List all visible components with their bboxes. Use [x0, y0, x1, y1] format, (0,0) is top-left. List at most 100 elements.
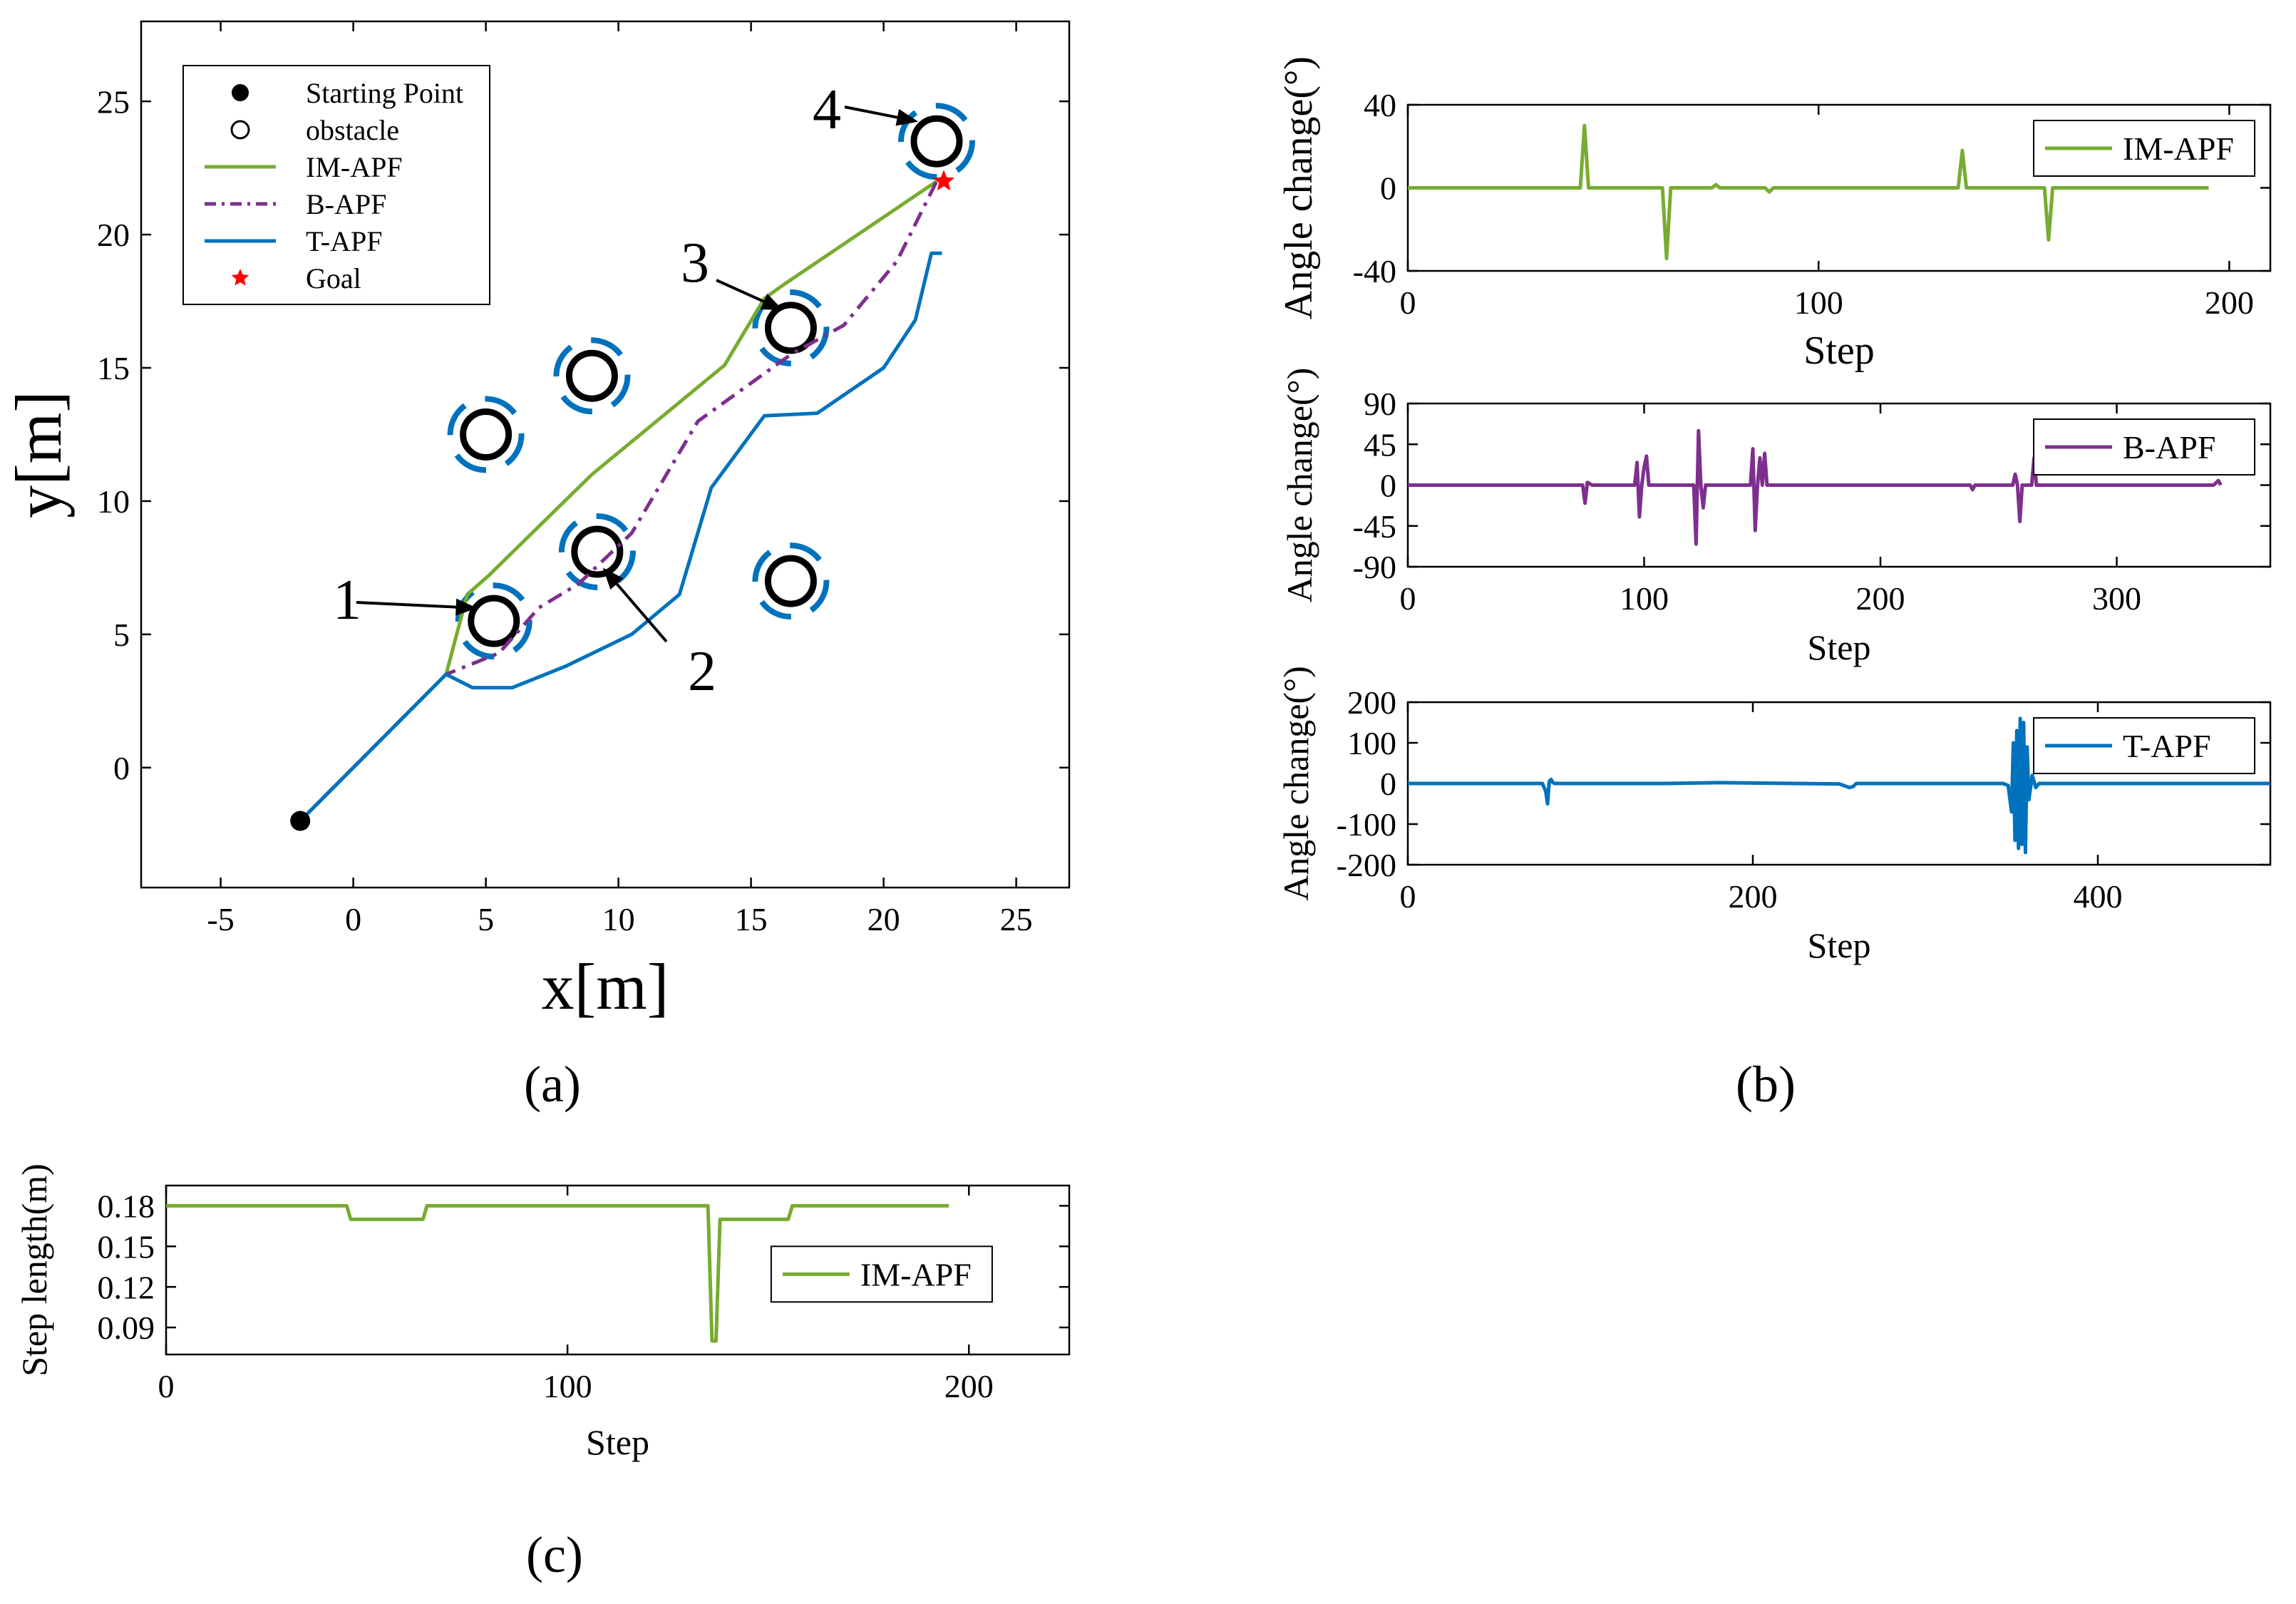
obstacle-marker: [571, 525, 624, 578]
x-tick-label: 0: [158, 1368, 175, 1404]
legend-label: IM-APF: [860, 1256, 972, 1292]
legend-label: Goal: [306, 262, 361, 294]
series-line-b: [1408, 428, 2223, 546]
legend-swatch-goal: [231, 269, 249, 286]
annotation-label: 4: [813, 78, 841, 141]
y-tick-label: 0: [1380, 170, 1396, 207]
panel-label-c: (c): [526, 1526, 583, 1583]
obstacle-marker: [565, 349, 618, 402]
y-tick-label: 5: [113, 617, 130, 653]
x-tick-label: 200: [2205, 284, 2254, 321]
legend-label: IM-APF: [306, 151, 403, 183]
annotation-arrowhead: [602, 567, 624, 590]
x-tick-label: -5: [207, 901, 234, 937]
y-tick-label: 90: [1364, 386, 1396, 422]
x-tick-label: 5: [478, 901, 494, 937]
obstacle-safety-ring: [752, 543, 830, 620]
x-tick-label: 10: [602, 901, 635, 937]
x-tick-label: 0: [345, 901, 361, 937]
y-axis-label: Angle change(°): [1277, 56, 1321, 319]
y-tick-label: 0: [1380, 766, 1396, 802]
x-tick-label: 100: [1794, 284, 1843, 321]
obstacle-marker: [764, 302, 817, 354]
plot-frame: [165, 1184, 1071, 1356]
series-line-b: [299, 180, 939, 823]
y-tick-label: -90: [1353, 549, 1396, 585]
annotation-arrowhead: [455, 598, 478, 616]
legend-swatch-obstacle: [230, 120, 250, 140]
y-tick-label: 10: [97, 483, 130, 520]
x-tick-label: 200: [1856, 580, 1905, 617]
y-tick-label: 0: [1380, 468, 1396, 504]
obstacle-safety-ring: [558, 513, 636, 590]
y-tick-label: 15: [97, 350, 130, 386]
x-tick-label: 400: [2074, 878, 2123, 915]
annotation-label: 1: [333, 569, 361, 632]
obstacle-safety-ring: [447, 396, 525, 473]
x-axis-label: x[m]: [542, 950, 669, 1023]
y-tick-label: -45: [1353, 508, 1396, 545]
obstacle-safety-ring: [553, 337, 631, 415]
y-tick-label: 45: [1364, 426, 1396, 463]
obstacle-marker: [460, 408, 513, 461]
x-tick-label: 0: [1400, 878, 1416, 915]
annotation-arrow-shaft: [844, 106, 898, 119]
y-tick-label: 0.09: [98, 1310, 155, 1346]
x-tick-label: 0: [1400, 580, 1416, 617]
y-axis-label: y[m]: [2, 391, 75, 518]
x-axis-label: Step: [1808, 627, 1871, 667]
annotation-arrow-shaft: [615, 582, 668, 643]
x-tick-label: 25: [1000, 901, 1033, 937]
y-tick-label: -200: [1337, 847, 1396, 883]
y-tick-label: 200: [1347, 684, 1396, 721]
y-tick-label: -100: [1337, 806, 1396, 843]
x-tick-label: 15: [735, 901, 768, 937]
x-tick-label: 200: [944, 1368, 994, 1404]
x-tick-label: 100: [543, 1368, 592, 1404]
legend-label: obstacle: [306, 114, 399, 146]
annotation-arrowhead: [895, 108, 919, 126]
legend-label: B-APF: [306, 188, 386, 220]
panel-label-b: (b): [1736, 1056, 1796, 1113]
plot-frame: [140, 20, 1071, 889]
annotation-label: 3: [681, 232, 709, 294]
legend-label: T-APF: [306, 225, 382, 257]
chart-a-trajectory: -5 0 5 10 15 20 25 0 5 10 15 20 25 x[m] y[m] 1 2 3 4 Starti…: [2, 20, 1071, 1023]
series-line-t: [299, 251, 942, 823]
obstacle-marker: [910, 115, 963, 168]
series-line-im: [1408, 123, 2209, 260]
y-tick-label: 100: [1347, 725, 1396, 761]
y-tick-label: 25: [97, 83, 130, 120]
legend-swatch-start: [232, 84, 249, 101]
y-tick-label: 40: [1364, 87, 1396, 123]
x-tick-label: 0: [1400, 284, 1416, 321]
x-tick-label: 100: [1620, 580, 1669, 617]
series-line-im: [299, 180, 938, 823]
annotation-arrow-shaft: [716, 279, 765, 303]
legend-box: [182, 65, 490, 305]
x-axis-label: Step: [586, 1422, 649, 1462]
series-line-im: [166, 1203, 949, 1343]
y-tick-label: 0: [113, 750, 130, 786]
legend-label: B-APF: [2123, 429, 2215, 466]
y-tick-label: 0.12: [98, 1269, 155, 1305]
y-tick-label: 0.15: [98, 1228, 155, 1265]
x-tick-label: 200: [1729, 878, 1778, 915]
legend-label: Starting Point: [306, 77, 463, 109]
annotation-arrowhead: [760, 293, 783, 311]
y-axis-label: Angle change(°): [1276, 666, 1316, 901]
y-tick-label: -40: [1353, 253, 1396, 289]
legend-label: IM-APF: [2123, 130, 2234, 167]
legend-label: T-APF: [2123, 728, 2211, 764]
chart-c-step-length: 0 100 200 0.180.15 0.12 0.09 Step Step length(m…: [14, 1163, 1071, 1462]
y-tick-label: 0.18: [98, 1188, 155, 1225]
obstacle-marker: [468, 595, 520, 647]
x-axis-label: Step: [1803, 329, 1875, 373]
y-axis-label: Angle change(°): [1280, 368, 1319, 603]
obstacle-safety-ring: [898, 103, 975, 180]
obstacle-safety-ring: [752, 289, 830, 366]
y-axis-label: Step length(m): [14, 1163, 54, 1377]
